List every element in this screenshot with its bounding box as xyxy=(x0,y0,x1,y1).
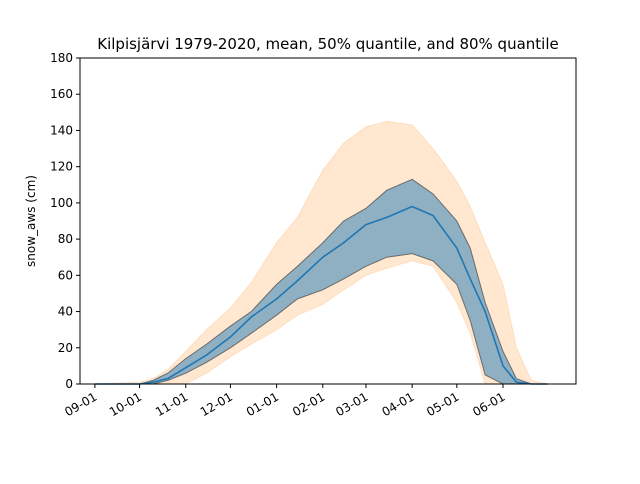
y-tick-label: 80 xyxy=(58,232,73,246)
y-tick-label: 120 xyxy=(50,160,73,174)
x-tick-label: 03-01 xyxy=(333,390,370,420)
mean-line xyxy=(94,205,548,385)
x-tick-label: 01-01 xyxy=(244,390,281,420)
y-tick-label: 100 xyxy=(50,196,73,210)
x-axis: 09-01 10-01 11-01 12-01 01-01 02-01 03-01 04-01… xyxy=(62,384,508,420)
x-tick-label: 04-01 xyxy=(379,390,416,420)
band-50-quantile xyxy=(94,178,548,385)
x-tick-label: 10-01 xyxy=(107,390,144,420)
y-axis: 0 20 40 60 80 100 120 140 160 180 xyxy=(50,51,80,391)
y-tick-label: 0 xyxy=(65,377,73,391)
y-axis-label: snow_aws (cm) xyxy=(24,175,38,267)
lines-layer xyxy=(94,205,548,385)
y-tick-label: 40 xyxy=(58,305,73,319)
y-tick-label: 140 xyxy=(50,123,73,137)
x-tick-label: 05-01 xyxy=(424,390,461,420)
x-tick-label: 06-01 xyxy=(470,390,507,420)
x-tick-label: 11-01 xyxy=(153,390,190,420)
y-tick-label: 20 xyxy=(58,341,73,355)
y-tick-label: 160 xyxy=(50,87,73,101)
x-tick-label: 09-01 xyxy=(62,390,99,420)
bands-layer xyxy=(94,120,548,385)
plot-frame xyxy=(79,57,577,385)
x-tick-label: 12-01 xyxy=(198,390,235,420)
x-tick-label: 02-01 xyxy=(290,390,327,420)
y-tick-label: 180 xyxy=(50,51,73,65)
chart-title: Kilpisjärvi 1979-2020, mean, 50% quantil… xyxy=(97,35,558,53)
y-tick-label: 60 xyxy=(58,268,73,282)
